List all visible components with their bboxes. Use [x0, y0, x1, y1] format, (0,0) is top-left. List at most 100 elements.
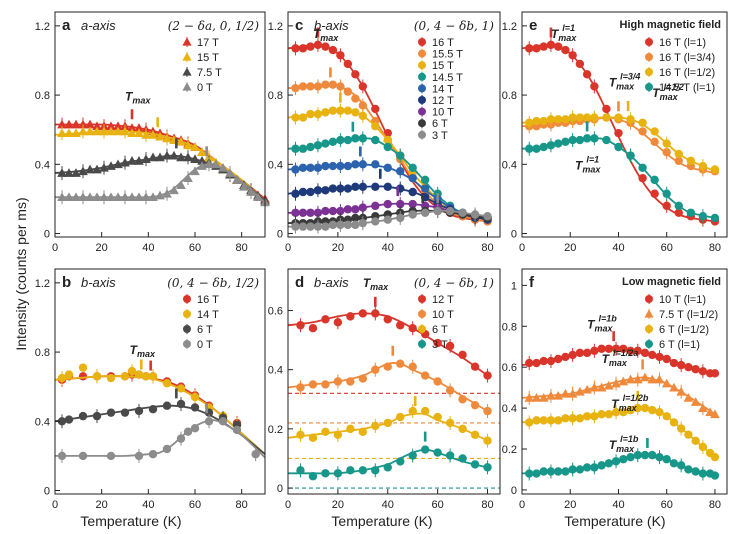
series-f-0	[521, 341, 720, 379]
marker-0-8	[582, 348, 592, 358]
marker-0-0	[525, 44, 534, 53]
y-tick-label: 0.6	[502, 362, 517, 374]
x-tick-label: 20	[96, 499, 108, 511]
annotation-tmax-1: Tmaxl=3/4	[609, 71, 641, 91]
marker-5-2	[306, 187, 315, 197]
marker-2-1	[532, 116, 541, 126]
marker-1-3	[546, 390, 556, 400]
axis-label: b-axis	[314, 275, 349, 290]
y-tick-label: 0.4	[35, 416, 50, 428]
marker-6-3	[313, 208, 323, 217]
marker-2-19	[190, 154, 200, 163]
marker-2-20	[197, 156, 207, 165]
marker-1-18	[183, 140, 193, 150]
marker-3-14	[626, 452, 635, 462]
marker-3-7	[575, 465, 585, 474]
marker-2-5	[92, 164, 102, 174]
marker-0-22	[684, 362, 693, 372]
marker-2-15	[633, 403, 642, 413]
legend-label-6: 10 T	[432, 107, 454, 119]
plot-frame	[54, 11, 266, 238]
marker-0-9	[590, 82, 599, 91]
marker-3-6	[371, 466, 380, 475]
marker-3-19	[662, 455, 671, 464]
marker-3-4	[85, 192, 95, 202]
y-tick-label: 0.8	[268, 90, 283, 102]
marker-2-10	[371, 122, 380, 131]
marker-3-28	[253, 192, 263, 202]
legend-label-1: 15 T	[197, 52, 219, 64]
marker-1-0	[57, 128, 67, 138]
marker-2-7	[383, 418, 392, 428]
marker-3-1	[532, 144, 541, 153]
marker-0-16	[640, 348, 650, 358]
marker-4-13	[408, 173, 417, 183]
marker-3-9	[590, 463, 599, 472]
legend-label-4: 14 T	[432, 83, 454, 95]
marker-1-4	[553, 390, 564, 400]
marker-0-12	[611, 344, 621, 353]
marker-3-8	[396, 457, 405, 466]
marker-2-12	[141, 154, 151, 163]
marker-3-2	[321, 469, 330, 478]
x-tick-label: 20	[96, 242, 108, 254]
marker-0-2	[539, 356, 548, 366]
marker-3-6	[176, 434, 186, 443]
marker-3-7	[106, 192, 116, 202]
marker-0-2	[78, 372, 88, 381]
marker-3-7	[183, 427, 193, 436]
marker-2-12	[611, 407, 621, 417]
marker-3-9	[120, 192, 130, 202]
marker-6-13	[408, 199, 417, 209]
marker-3-3	[134, 451, 144, 461]
marker-1-11	[433, 377, 442, 386]
marker-0-10	[127, 123, 137, 132]
marker-2-0	[525, 118, 534, 127]
marker-0-9	[408, 324, 417, 333]
y-tick-label: 0.4	[502, 403, 517, 415]
marker-3-4	[553, 139, 563, 148]
marker-1-8	[582, 384, 592, 394]
marker-1-4	[346, 377, 355, 386]
marker-1-19	[661, 378, 672, 388]
x-tick-label: 40	[382, 242, 394, 254]
marker-2-9	[590, 412, 599, 421]
marker-2-17	[176, 152, 186, 162]
marker-2-3	[313, 109, 323, 119]
series-f-1	[521, 372, 720, 419]
legend-label-3: 6 T (l=1)	[659, 339, 700, 351]
marker-2-16	[640, 403, 650, 413]
marker-1-12	[190, 392, 200, 402]
marker-3-17	[686, 208, 696, 217]
series-d-2	[287, 404, 492, 448]
panel-d: 0 20 40 60 80 0 0.2 0.4 0.6 d b-axis (0, 4 − δb, 1)…	[268, 268, 501, 511]
marker-2-10	[190, 403, 200, 412]
y-tick-label: 0.4	[268, 365, 283, 377]
marker-2-6	[134, 406, 144, 416]
marker-1-1	[64, 128, 74, 138]
marker-0-7	[575, 59, 585, 69]
marker-2-9	[408, 406, 417, 416]
y-tick-label: 1	[511, 280, 517, 292]
marker-0-7	[383, 315, 392, 324]
y-tick-label: 1.2	[268, 21, 283, 33]
panel-letter: c	[295, 17, 303, 34]
marker-3-10	[127, 192, 137, 202]
marker-2-3	[78, 166, 88, 176]
marker-0-8	[582, 70, 592, 79]
marker-3-3	[313, 141, 323, 150]
annotation-tmax-2: Tmaxl=1/2b	[611, 393, 649, 413]
marker-1-7	[106, 126, 116, 136]
marker-0-4	[85, 119, 95, 129]
marker-2-18	[655, 407, 664, 417]
marker-1-14	[470, 400, 480, 410]
x-axis-label-c: Temperature (K)	[331, 513, 432, 529]
y-tick-label: 0	[44, 486, 50, 498]
y-tick-label: 1.2	[35, 21, 50, 33]
marker-3-14	[155, 190, 165, 200]
marker-1-14	[155, 131, 165, 141]
marker-1-9	[120, 126, 130, 136]
marker-2-6	[371, 421, 380, 431]
marker-5-4	[321, 186, 330, 195]
marker-0-19	[662, 354, 671, 364]
